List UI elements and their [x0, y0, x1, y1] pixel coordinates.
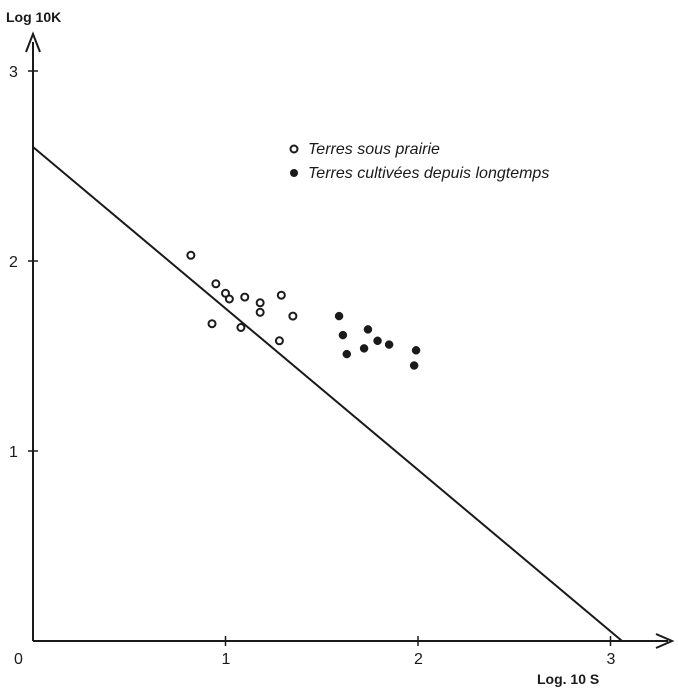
x-tick-label: 1 — [222, 651, 231, 668]
data-point-cultivee — [384, 340, 394, 349]
open-circle-marker-icon — [289, 144, 299, 154]
data-point-prairie — [211, 279, 221, 289]
data-point-cultivee — [338, 330, 348, 340]
data-point-prairie — [236, 323, 246, 332]
legend: Terres sous prairie Terres cultivées dep… — [289, 141, 549, 182]
y-tick-label: 1 — [9, 444, 18, 461]
data-point-prairie — [207, 319, 217, 329]
y-tick-label: 2 — [9, 254, 18, 271]
data-point-prairie — [255, 307, 265, 317]
data-point-cultivee — [363, 325, 373, 334]
data-point-prairie — [276, 290, 286, 300]
legend-item-cultivees: Terres cultivées depuis longtemps — [290, 165, 549, 182]
data-point-prairie — [186, 250, 196, 260]
y-axis-title: Log 10K — [6, 9, 61, 25]
x-tick-label: 3 — [607, 651, 616, 668]
x-axis-arrow-icon — [655, 633, 675, 649]
data-point-prairie — [240, 292, 250, 302]
legend-label-prairie: Terres sous prairie — [308, 141, 440, 158]
x-tick-label: 0 — [14, 651, 23, 668]
data-point-cultivee — [342, 349, 352, 359]
data-point-cultivee — [409, 361, 419, 370]
legend-item-prairie: Terres sous prairie — [289, 141, 440, 158]
data-point-prairie — [255, 298, 265, 308]
filled-circle-marker-icon — [290, 169, 298, 177]
legend-label-cultivees: Terres cultivées depuis longtemps — [308, 165, 549, 182]
data-point-cultivee — [411, 346, 421, 355]
data-point-prairie — [288, 311, 298, 321]
axes — [25, 31, 675, 649]
y-tick-label: 3 — [9, 64, 18, 81]
data-point-cultivee — [334, 311, 344, 321]
data-point-cultivee — [359, 344, 369, 353]
y-axis-arrow-icon — [25, 31, 41, 53]
data-point-prairie — [274, 336, 284, 346]
x-axis-title: Log. 10 S — [537, 671, 599, 687]
reference-line-group — [32, 146, 623, 642]
reference-line — [32, 146, 623, 642]
data-point-prairie — [224, 294, 234, 304]
data-point-cultivee — [373, 336, 382, 346]
x-tick-label: 2 — [414, 651, 423, 668]
data-points — [186, 250, 421, 370]
ticks: 0 1 2 3 1 2 3 — [9, 64, 616, 668]
